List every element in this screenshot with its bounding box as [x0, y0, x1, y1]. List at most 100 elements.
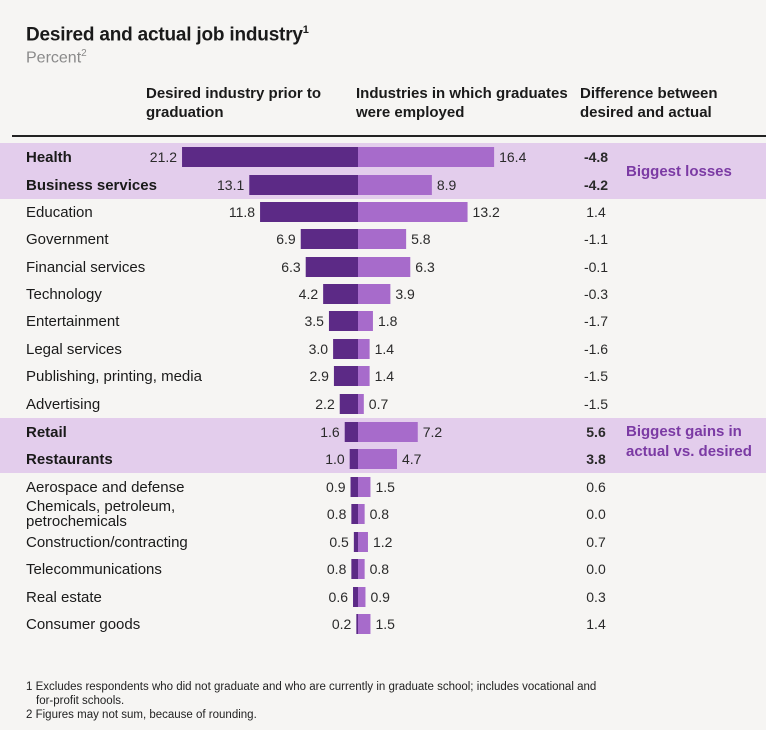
footnote-2: 2 Figures may not sum, because of roundi…: [26, 709, 257, 721]
bar-desired: [333, 339, 358, 359]
value-label-desired: 0.2: [332, 616, 352, 632]
value-label-desired: 11.8: [229, 204, 255, 220]
category-label: Telecommunications: [26, 561, 162, 578]
bar-desired: [328, 311, 358, 331]
difference-value: -1.1: [584, 231, 608, 247]
bar-desired: [339, 394, 358, 414]
difference-value: 5.6: [586, 424, 606, 440]
bar-actual: [358, 339, 370, 359]
bar-desired: [351, 504, 358, 524]
bar-actual: [358, 284, 391, 304]
value-label-actual: 1.8: [378, 313, 398, 329]
bar-actual: [358, 394, 364, 414]
bar-actual: [358, 366, 370, 386]
chart-title: Desired and actual job industry1: [26, 24, 309, 46]
footnotes: 1 Excludes respondents who did not gradu…: [26, 680, 596, 722]
value-label-actual: 13.2: [473, 204, 500, 220]
value-label-desired: 1.6: [320, 424, 340, 440]
bar-actual: [358, 147, 495, 167]
bar-actual: [358, 449, 398, 469]
category-label: Publishing, printing, media: [26, 368, 203, 385]
bar-desired: [260, 202, 358, 222]
footnote-1: 1 Excludes respondents who did not gradu…: [26, 681, 597, 693]
value-label-desired: 3.0: [309, 341, 329, 357]
bar-desired: [353, 532, 358, 552]
category-label: Chemicals, petroleum, petrochemicals: [26, 498, 175, 530]
bar-actual: [358, 257, 411, 277]
bar-desired: [349, 449, 358, 469]
bar-desired: [351, 559, 358, 579]
bar-actual: [358, 311, 373, 331]
column-header-difference: Difference between desired and actual: [580, 85, 718, 121]
value-label-desired: 21.2: [150, 149, 177, 165]
value-label-actual: 16.4: [499, 149, 526, 165]
value-label-actual: 8.9: [437, 177, 457, 193]
difference-value: 0.0: [586, 506, 606, 522]
bar-actual: [358, 422, 418, 442]
difference-value: 0.6: [586, 479, 606, 495]
bar-desired: [353, 587, 358, 607]
column-header-desired: Desired industry prior to graduation: [146, 85, 322, 121]
bar-actual: [358, 175, 432, 195]
value-label-actual: 7.2: [423, 424, 443, 440]
value-label-desired: 0.5: [329, 534, 349, 550]
bar-actual: [358, 559, 365, 579]
difference-value: 0.0: [586, 561, 606, 577]
column-header-actual: Industries in which graduates were emplo…: [356, 85, 568, 121]
value-label-desired: 0.9: [326, 479, 346, 495]
difference-value: 1.4: [586, 204, 606, 220]
category-label: Retail: [26, 424, 67, 441]
difference-value: -4.2: [584, 177, 608, 193]
difference-value: -1.7: [584, 313, 608, 329]
note-biggest-gains-line1: Biggest gains in: [626, 423, 742, 440]
bar-actual: [358, 202, 468, 222]
difference-value: -4.8: [584, 149, 608, 165]
category-label: Advertising: [26, 396, 100, 413]
value-label-actual: 1.4: [375, 368, 395, 384]
category-label: Technology: [26, 286, 102, 303]
value-label-desired: 6.9: [276, 231, 296, 247]
value-label-actual: 1.4: [375, 341, 395, 357]
difference-value: -0.1: [584, 259, 608, 275]
bar-desired: [249, 175, 358, 195]
value-label-actual: 5.8: [411, 231, 431, 247]
bar-desired: [300, 229, 358, 249]
value-label-actual: 4.7: [402, 451, 422, 467]
bar-desired: [305, 257, 358, 277]
value-label-desired: 1.0: [325, 451, 345, 467]
category-label: Legal services: [26, 341, 122, 358]
value-label-actual: 0.9: [370, 589, 390, 605]
value-label-desired: 4.2: [299, 286, 319, 302]
category-label: Business services: [26, 177, 157, 194]
value-label-desired: 2.2: [315, 396, 335, 412]
bar-desired: [333, 366, 358, 386]
difference-value: -1.5: [584, 368, 608, 384]
note-biggest-losses: Biggest losses: [626, 163, 732, 180]
bar-actual: [358, 532, 368, 552]
difference-value: 0.7: [586, 534, 606, 550]
value-label-actual: 0.8: [370, 561, 390, 577]
bar-actual: [358, 504, 365, 524]
value-label-actual: 3.9: [395, 286, 415, 302]
footnote-1-cont: for-profit schools.: [36, 695, 125, 707]
value-label-actual: 1.5: [375, 616, 395, 632]
difference-value: -0.3: [584, 286, 608, 302]
value-label-actual: 1.2: [373, 534, 393, 550]
bar-chart: Health 21.2 16.4 -4.8 Business services 13.1 8…: [0, 143, 766, 634]
bar-desired: [323, 284, 358, 304]
note-biggest-gains-line2: actual vs. desired: [626, 443, 752, 460]
bar-desired: [344, 422, 358, 442]
value-label-desired: 2.9: [309, 368, 329, 384]
value-label-desired: 3.5: [304, 313, 324, 329]
bar-actual: [358, 614, 371, 634]
title-block: Desired and actual job industry1 Percent…: [26, 24, 309, 68]
category-label: Education: [26, 204, 93, 221]
category-label: Aerospace and defense: [26, 479, 184, 496]
bar-desired: [350, 477, 358, 497]
bar-desired: [356, 614, 358, 634]
chart-subtitle: Percent2: [26, 48, 87, 67]
difference-value: -1.6: [584, 341, 608, 357]
bar-actual: [358, 477, 371, 497]
value-label-desired: 13.1: [217, 177, 244, 193]
bar-actual: [358, 587, 366, 607]
